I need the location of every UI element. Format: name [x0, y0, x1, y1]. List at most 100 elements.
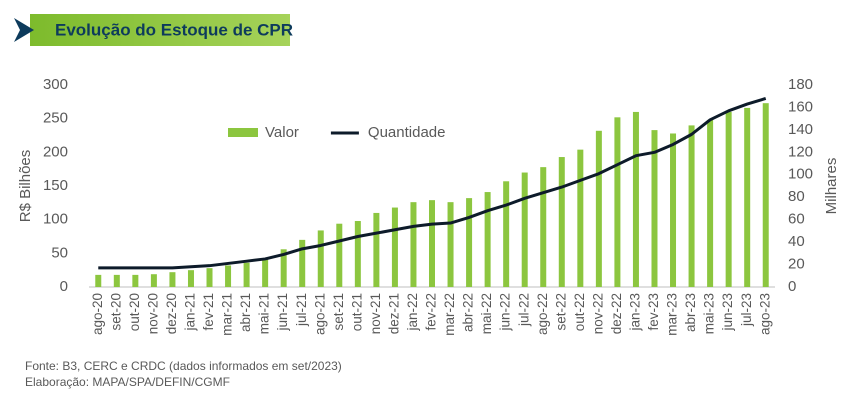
x-tick-label: abr-22	[461, 293, 476, 332]
bar	[373, 212, 380, 287]
y2-tick-label: 20	[788, 256, 805, 273]
y-tick-label: 200	[43, 143, 68, 160]
y2-axis-label: Milhares	[823, 158, 840, 215]
x-tick-label: dez-22	[609, 293, 624, 334]
y-tick-label: 0	[60, 278, 68, 295]
bar	[521, 172, 528, 287]
bar	[262, 258, 269, 287]
x-tick-label: ago-20	[90, 293, 105, 335]
bar	[299, 239, 306, 287]
legend-swatch	[228, 128, 258, 137]
bar	[225, 265, 232, 287]
legend-label: Quantidade	[368, 124, 446, 141]
x-tick-label: ago-22	[535, 293, 550, 335]
x-tick-label: fev-23	[646, 293, 661, 331]
bar	[725, 111, 732, 287]
bar	[577, 149, 584, 287]
bar	[670, 133, 677, 287]
x-tick-label: set-22	[553, 293, 568, 331]
bar	[95, 274, 102, 287]
x-tick-label: jan-22	[405, 293, 420, 332]
bar	[150, 274, 157, 287]
x-tick-label: jun-23	[720, 293, 735, 332]
bar	[410, 202, 417, 287]
x-tick-label: fev-22	[424, 293, 439, 331]
x-tick-label: out-21	[349, 293, 364, 331]
x-tick-label: set-20	[108, 293, 123, 331]
y-tick-label: 250	[43, 110, 68, 127]
bar	[113, 274, 120, 287]
x-tick-label: fev-21	[201, 293, 216, 331]
bar	[336, 223, 343, 287]
x-tick-label: out-20	[127, 293, 142, 331]
x-tick-label: jun-22	[498, 293, 513, 332]
legend-label: Valor	[265, 124, 299, 141]
bar	[354, 221, 361, 287]
bar	[744, 107, 751, 287]
title-banner	[30, 14, 290, 46]
y-tick-label: 100	[43, 211, 68, 228]
bar	[632, 111, 639, 287]
page-title: Evolução do Estoque de CPR	[55, 20, 293, 39]
bar	[132, 274, 139, 287]
y2-tick-label: 40	[788, 233, 805, 250]
y2-tick-label: 180	[788, 76, 813, 93]
bar	[688, 125, 695, 288]
x-tick-label: jul-23	[739, 293, 754, 327]
x-tick-label: mai-22	[479, 293, 494, 334]
x-tick-label: abr-23	[683, 293, 698, 332]
x-tick-label: nov-22	[590, 293, 605, 334]
y-tick-label: 150	[43, 177, 68, 194]
x-tick-label: abr-21	[238, 293, 253, 332]
credit-note: Elaboração: MAPA/SPA/DEFIN/CGMF	[25, 375, 230, 389]
y2-tick-label: 100	[788, 166, 813, 183]
y2-tick-label: 0	[788, 278, 796, 295]
bar	[762, 103, 769, 288]
x-tick-label: mar-21	[220, 293, 235, 336]
bar	[651, 130, 658, 287]
bar	[317, 230, 324, 287]
y2-tick-label: 120	[788, 143, 813, 160]
y2-tick-label: 160	[788, 98, 813, 115]
y2-tick-label: 60	[788, 211, 805, 228]
y-tick-label: 300	[43, 76, 68, 93]
bar	[243, 262, 250, 287]
x-tick-label: dez-20	[164, 293, 179, 334]
bar	[466, 198, 473, 287]
chevron-icon	[14, 18, 34, 42]
bar	[391, 207, 398, 287]
x-tick-label: jun-21	[275, 293, 290, 332]
x-tick-label: jan-21	[183, 293, 198, 332]
bar	[447, 202, 454, 287]
y2-tick-label: 80	[788, 188, 805, 205]
bar	[429, 200, 435, 287]
y-axis-label: R$ Bilhões	[17, 150, 34, 223]
x-tick-label: dez-21	[386, 293, 401, 334]
x-tick-label: mai-23	[702, 293, 717, 334]
y2-tick-label: 140	[788, 121, 813, 138]
bar	[540, 167, 547, 287]
bar	[707, 120, 714, 287]
x-tick-label: ago-21	[312, 293, 327, 335]
bar	[206, 268, 213, 287]
bar	[614, 117, 621, 287]
x-tick-label: jul-22	[516, 293, 531, 327]
x-tick-label: mai-21	[257, 293, 272, 334]
bar	[595, 130, 602, 287]
bar	[558, 157, 565, 287]
bar	[169, 272, 176, 287]
bar	[503, 181, 510, 287]
x-tick-label: out-22	[572, 293, 587, 331]
x-tick-label: ago-23	[757, 293, 772, 335]
line	[98, 97, 767, 270]
bar	[280, 249, 287, 287]
bar	[484, 192, 491, 287]
x-tick-label: nov-21	[368, 293, 383, 334]
x-tick-label: mar-22	[442, 293, 457, 336]
x-tick-label: mar-23	[665, 293, 680, 336]
bar	[187, 270, 194, 287]
y-tick-label: 50	[51, 244, 68, 261]
x-tick-label: set-21	[331, 293, 346, 331]
x-tick-label: jul-21	[294, 293, 309, 327]
